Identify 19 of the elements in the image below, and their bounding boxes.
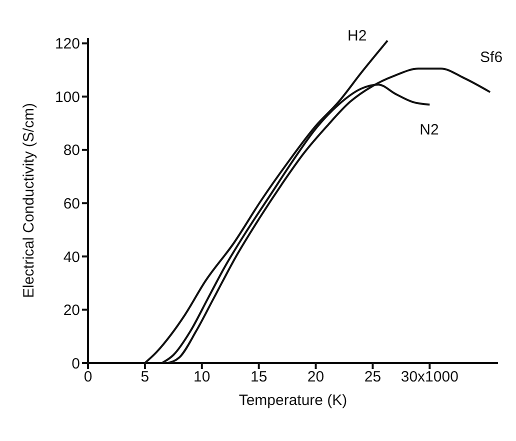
x-tick-label: 0 [84,368,92,386]
y-axis-title: Electrical Conductivity (S/cm) [20,102,38,298]
y-tick-label: 100 [54,88,80,106]
x-tick-label: 5 [140,368,150,386]
x-tick-label: 15 [250,368,268,386]
y-tick-label: 40 [63,248,80,266]
x-tick-label: 20 [307,368,324,386]
series-label: H2 [348,28,367,45]
series-label: Sf6 [480,49,503,66]
series-label: N2 [420,122,439,139]
y-tick-label: 60 [63,195,80,212]
y-tick-label: 80 [63,142,80,160]
y-tick-label: 0 [72,355,80,372]
x-tick-label: 10 [194,368,210,386]
x-axis-title: Temperature (K) [238,392,348,409]
y-tick-label: 120 [54,36,80,53]
x-tick-label: 25 [364,368,382,386]
y-tick-label: 20 [63,302,80,320]
x-tick-label: 30x1000 [400,368,458,386]
